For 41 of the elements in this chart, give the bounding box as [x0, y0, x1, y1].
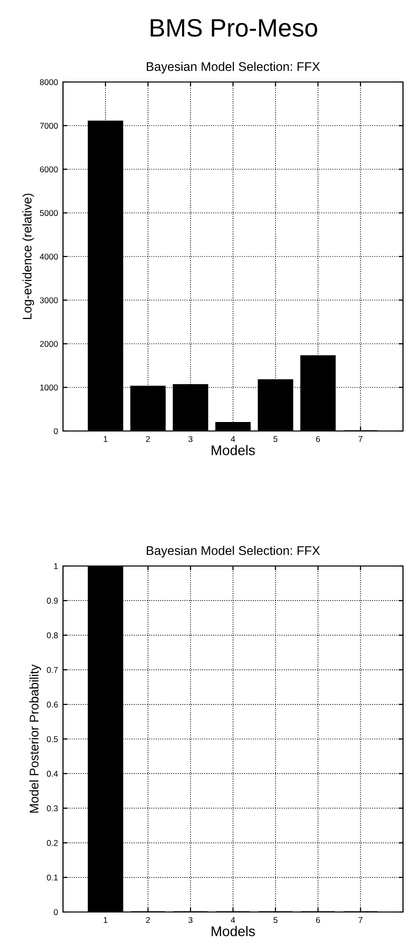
x-tick-label: 6: [316, 917, 320, 923]
y-tick-label: 0.3: [46, 805, 58, 812]
chart-subtitle: Bayesian Model Selection: FFX: [146, 62, 320, 74]
x-tick-label: 7: [358, 917, 362, 923]
y-tick-label: 0.5: [46, 736, 58, 742]
y-tick-label: 0.2: [46, 840, 58, 846]
x-axis-title: Models: [212, 445, 255, 456]
y-tick-label: 6000: [40, 166, 58, 172]
x-tick-label: 5: [274, 917, 278, 923]
x-tick-label: 2: [146, 917, 150, 923]
y-tick-label: 0.9: [46, 598, 58, 604]
y-tick-label: 0.1: [46, 874, 58, 880]
x-tick-label: 3: [188, 917, 192, 923]
y-tick-label: 0: [54, 428, 58, 434]
chart-title: Bayesian Model Selection: FFX: [146, 546, 320, 558]
x-tick-label: 4: [230, 917, 236, 923]
x-tick-label: 1: [104, 436, 108, 442]
y-tick-label: 3000: [40, 297, 58, 304]
y-tick-label: 4000: [40, 254, 58, 260]
y-axis-title: Log-evidence (relative): [22, 194, 34, 320]
x-axis-title: Models: [212, 926, 255, 936]
y-tick-label: 0.6: [46, 702, 58, 708]
x-tick-label: 2: [146, 436, 150, 442]
y-axis-title: Model Posterior Probability: [29, 664, 41, 813]
y-tick-label: 1000: [40, 384, 58, 390]
x-tick-label: 3: [188, 436, 192, 442]
y-tick-label: 0.7: [46, 667, 58, 673]
x-tick-label: 5: [274, 436, 278, 442]
y-tick-label: 0.4: [46, 770, 58, 777]
y-tick-label: 2000: [40, 340, 58, 347]
y-tick-label: 0: [54, 909, 58, 916]
x-tick-label: 6: [316, 436, 320, 442]
y-tick-label: 8000: [40, 79, 58, 86]
y-tick-label: 1: [54, 563, 58, 570]
x-tick-label: 7: [358, 436, 362, 442]
chart-title: BMS Pro-Meso: [150, 19, 318, 37]
x-tick-label: 1: [104, 917, 108, 923]
x-tick-label: 4: [230, 436, 236, 442]
y-tick-label: 7000: [40, 122, 58, 129]
y-tick-label: 5000: [40, 210, 58, 216]
y-tick-label: 0.8: [46, 632, 58, 638]
